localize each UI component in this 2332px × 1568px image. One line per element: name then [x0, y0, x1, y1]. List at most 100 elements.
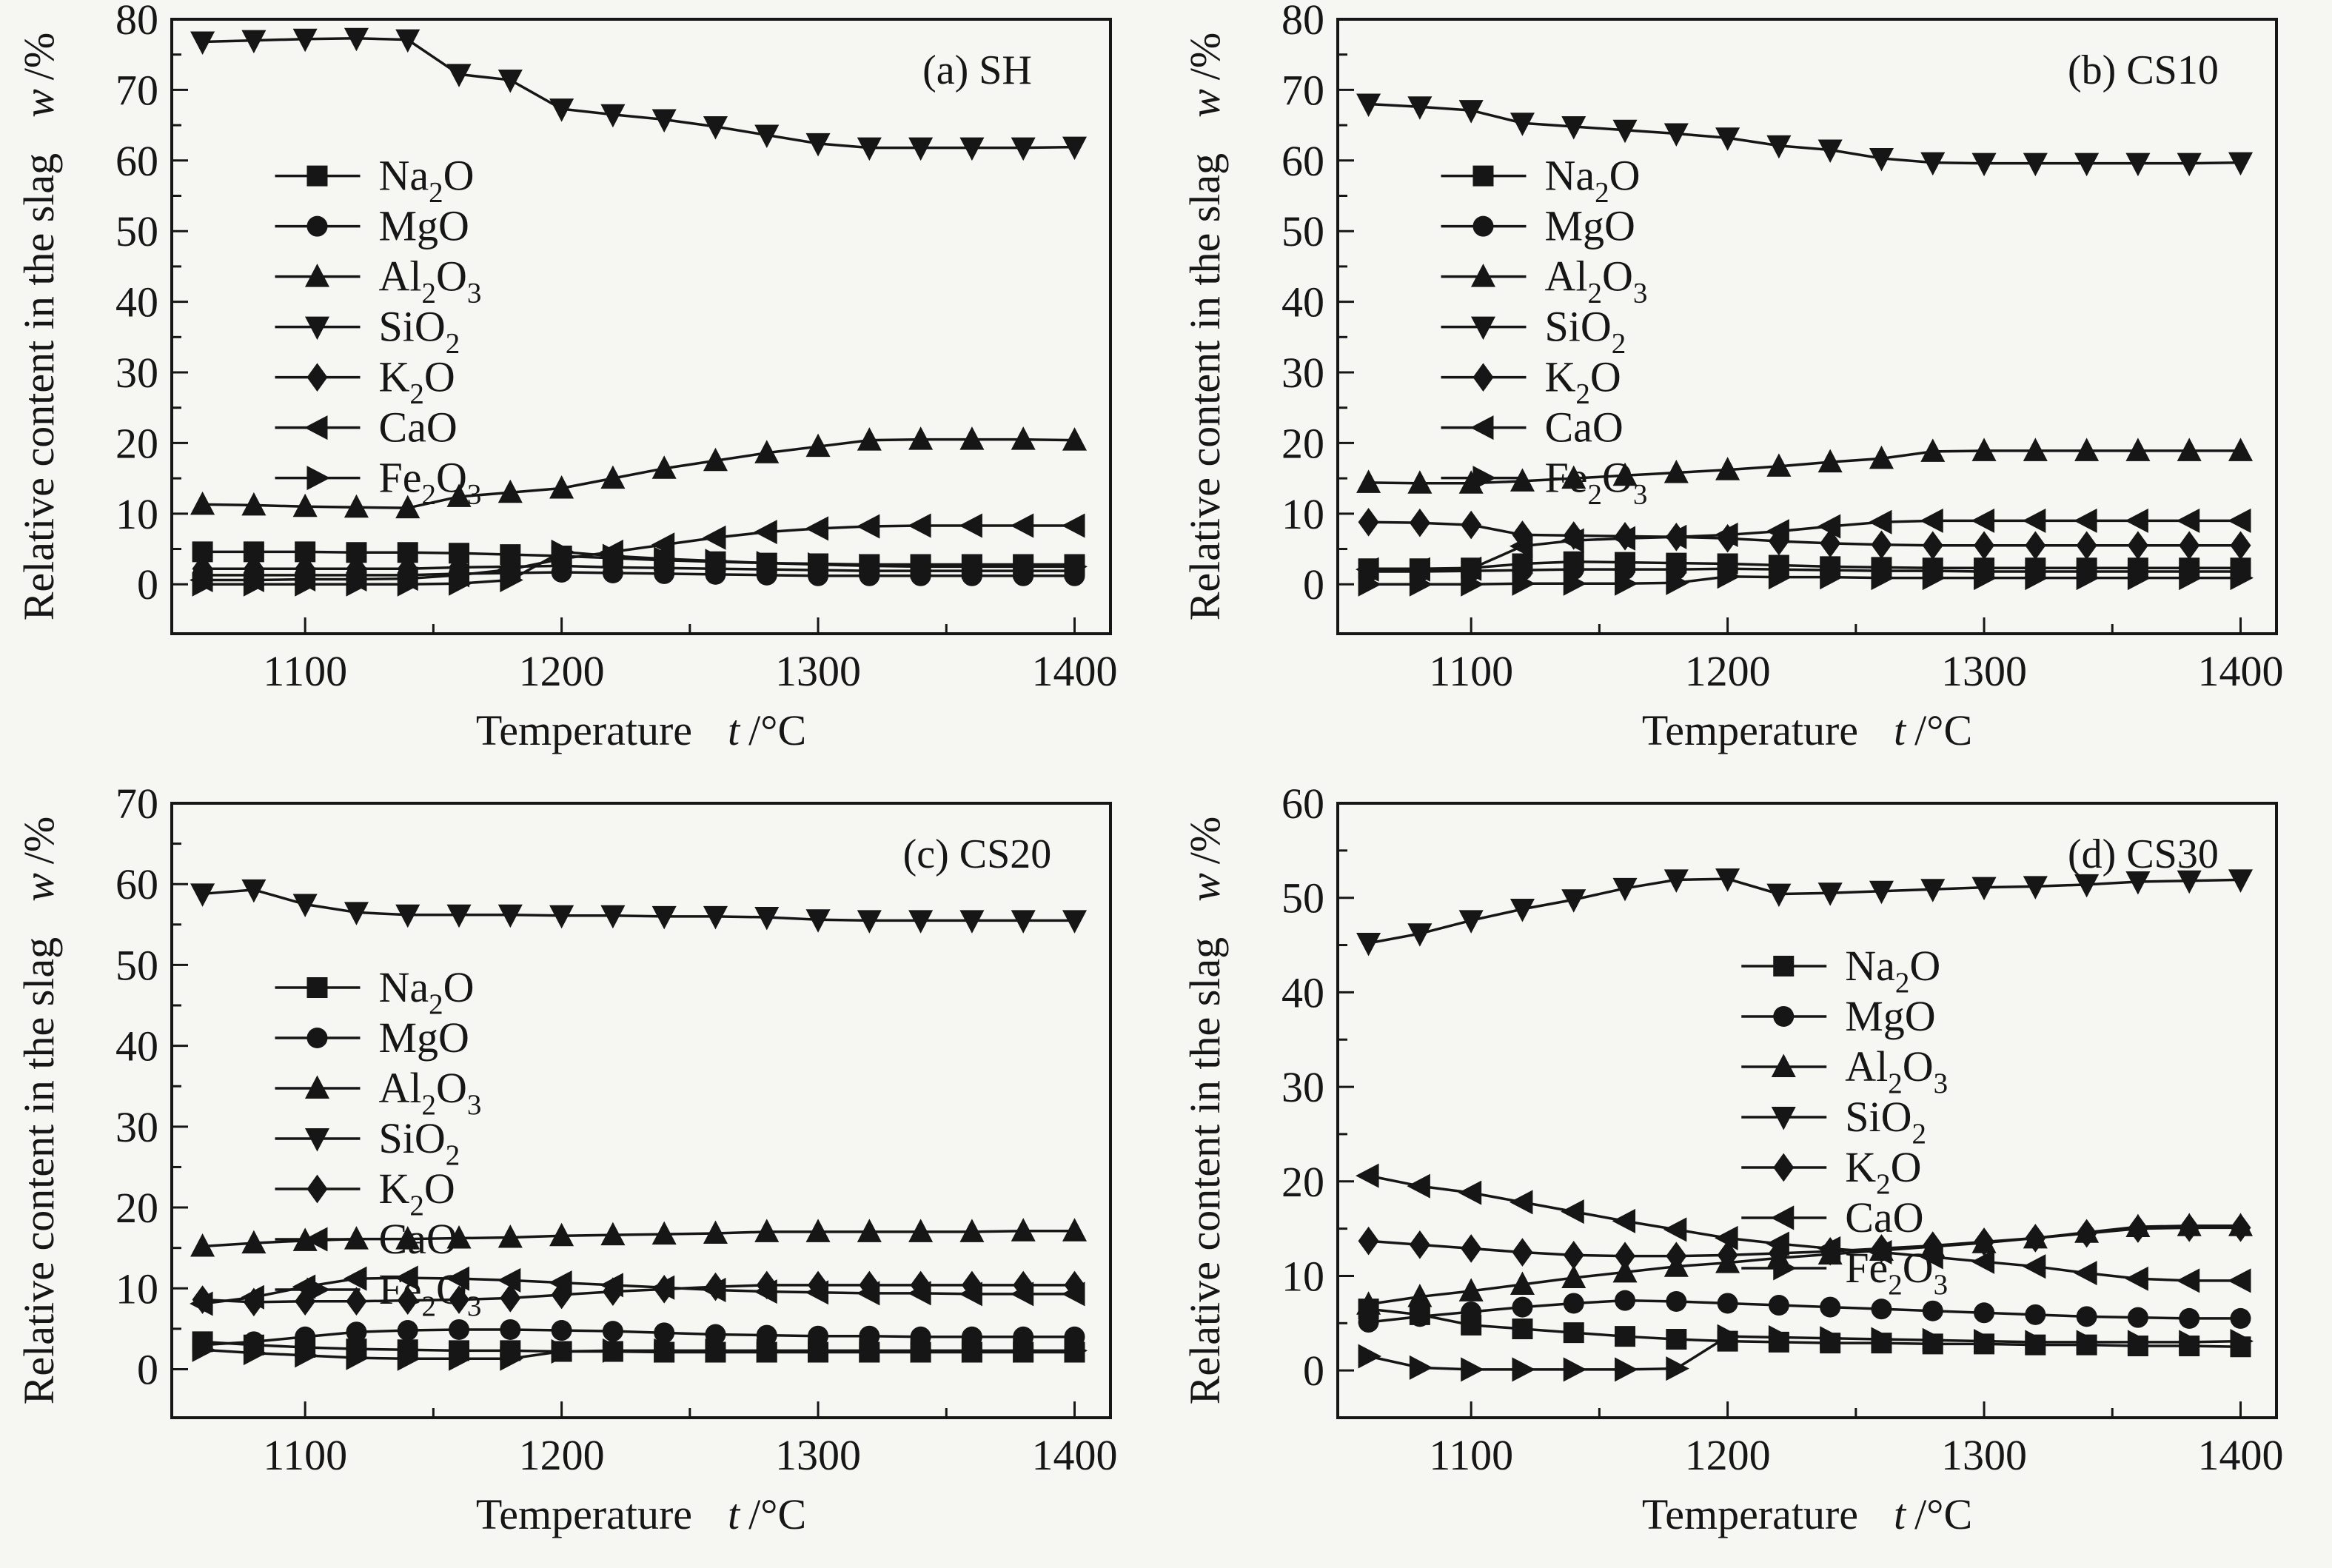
- triangle-down-marker: [1663, 869, 1689, 893]
- triangle-right-marker: [808, 552, 831, 577]
- panel-c-cs20: 0 10 20 30 40 50 60 70 1100 1200 1300 1400 Temperatu…: [0, 784, 1166, 1568]
- triangle-left-marker: [2022, 508, 2046, 533]
- y-tick-label: 40: [1281, 278, 1324, 326]
- series-line: [202, 1348, 1075, 1361]
- triangle-left-marker: [1766, 1231, 1789, 1256]
- circle-marker: [705, 1324, 726, 1345]
- triangle-down-marker: [2177, 153, 2202, 177]
- series-line: [1368, 574, 2241, 586]
- triangle-left-icon: [1770, 1205, 1795, 1230]
- triangle-right-marker: [449, 571, 472, 596]
- series-Fe2O3: [1358, 1324, 2254, 1382]
- diamond-marker: [2179, 1213, 2200, 1242]
- triangle-right-marker: [910, 1338, 934, 1363]
- triangle-up-marker: [1663, 459, 1689, 483]
- diamond-marker: [1615, 1242, 1636, 1270]
- triangle-left-marker: [549, 1270, 572, 1296]
- triangle-right-marker: [859, 1338, 882, 1363]
- triangle-up-marker: [241, 492, 267, 516]
- triangle-down-marker: [754, 124, 780, 148]
- legend-label: Fe2O3: [1544, 454, 1647, 511]
- diamond-marker: [1409, 1230, 1430, 1259]
- triangle-down-marker: [754, 906, 780, 931]
- triangle-left-marker: [1010, 1281, 1034, 1307]
- diamond-icon: [1472, 363, 1494, 392]
- triangle-left-marker: [754, 520, 777, 545]
- series-CaO: [1356, 1163, 2251, 1293]
- triangle-left-marker: [2125, 1266, 2148, 1291]
- x-axis-title: Temperature t/°C: [476, 1490, 806, 1538]
- y-tick-label: 30: [1281, 1063, 1324, 1111]
- circle-marker: [551, 1320, 572, 1341]
- legend-item-K2O: K2O: [1741, 1143, 1922, 1200]
- series-line: [1368, 560, 2241, 570]
- triangle-right-marker: [1768, 565, 1792, 590]
- triangle-right-marker: [859, 553, 882, 578]
- series-SiO2: [190, 27, 1088, 161]
- triangle-right-marker: [1461, 572, 1484, 597]
- triangle-down-marker: [1817, 139, 1843, 163]
- x-tick-label: 1400: [2197, 647, 2283, 695]
- triangle-down-marker: [241, 879, 267, 903]
- y-tick-label: 70: [115, 66, 158, 114]
- triangle-down-marker: [651, 905, 677, 930]
- chart-b-cs10: 0 10 20 30 40 50 60 70 80 1100 1200 1300 1400 Tempera…: [1181, 0, 2283, 754]
- triangle-down-marker: [959, 910, 985, 934]
- triangle-down-marker: [857, 910, 882, 934]
- triangle-right-marker: [500, 1346, 523, 1371]
- triangle-right-marker: [1922, 566, 1946, 591]
- triangle-left-marker: [651, 532, 675, 557]
- triangle-right-marker: [961, 554, 985, 579]
- triangle-down-marker: [1663, 123, 1689, 147]
- diamond-marker: [2076, 531, 2097, 560]
- triangle-right-icon: [306, 1277, 330, 1302]
- legend-label: CaO: [1845, 1193, 1923, 1242]
- triangle-up-marker: [959, 426, 985, 450]
- legend-label: MgO: [378, 1013, 469, 1062]
- triangle-down-marker: [2023, 876, 2048, 899]
- triangle-right-marker: [2179, 566, 2202, 591]
- series-Fe2O3: [192, 539, 1088, 597]
- legend-label: CaO: [1544, 403, 1623, 452]
- series-Al2O3: [190, 426, 1088, 519]
- plot-frame: [170, 802, 1112, 1419]
- y-tick-label: 0: [1303, 1347, 1324, 1395]
- panel-label: (a) SH: [922, 47, 1032, 93]
- y-axis-title: Relative content in the slagw/%: [1181, 33, 1229, 621]
- circle-marker: [1461, 1301, 1482, 1322]
- triangle-right-marker: [2076, 566, 2100, 591]
- series-line: [1368, 520, 2241, 547]
- triangle-left-marker: [2176, 508, 2200, 533]
- legend-label: Fe2O3: [378, 454, 481, 511]
- triangle-up-marker: [497, 479, 523, 503]
- panel-label: (d) CS30: [2068, 831, 2219, 877]
- diamond-marker: [1461, 1234, 1482, 1263]
- y-tick-label: 60: [115, 860, 158, 908]
- triangle-down-marker: [1407, 96, 1433, 120]
- legend-item-SiO2: SiO2: [275, 303, 460, 360]
- triangle-down-marker: [1766, 135, 1792, 159]
- triangle-right-icon: [1472, 466, 1496, 491]
- triangle-left-marker: [1061, 513, 1085, 538]
- diamond-marker: [1512, 520, 1533, 549]
- triangle-right-marker: [1013, 1338, 1036, 1363]
- y-tick-label: 20: [1281, 1158, 1324, 1206]
- triangle-right-marker: [1615, 1357, 1638, 1382]
- triangle-up-marker: [908, 1219, 934, 1242]
- triangle-down-marker: [2074, 153, 2100, 177]
- x-tick-label: 1200: [1685, 647, 1771, 695]
- triangle-down-marker: [908, 137, 934, 161]
- diamond-marker: [346, 1287, 367, 1316]
- x-tick-label: 1400: [1031, 647, 1117, 695]
- triangle-right-icon: [306, 466, 330, 491]
- legend-label: SiO2: [1544, 303, 1626, 360]
- triangle-right-marker: [500, 567, 523, 593]
- triangle-right-marker: [2230, 1329, 2254, 1354]
- panel-a-sh: 0 10 20 30 40 50 60 70 80 1100 1200 1300 1400 Tempera…: [0, 0, 1166, 784]
- triangle-down-marker: [2023, 153, 2048, 177]
- triangle-up-marker: [1766, 453, 1792, 477]
- triangle-down-marker: [241, 30, 267, 54]
- triangle-up-marker: [651, 455, 677, 479]
- triangle-up-marker: [1458, 1278, 1484, 1301]
- triangle-right-marker: [1768, 1324, 1792, 1350]
